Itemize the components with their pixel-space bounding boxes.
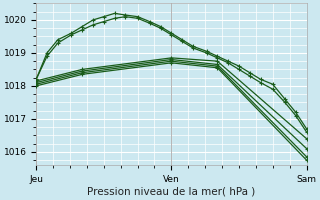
- X-axis label: Pression niveau de la mer( hPa ): Pression niveau de la mer( hPa ): [87, 187, 255, 197]
